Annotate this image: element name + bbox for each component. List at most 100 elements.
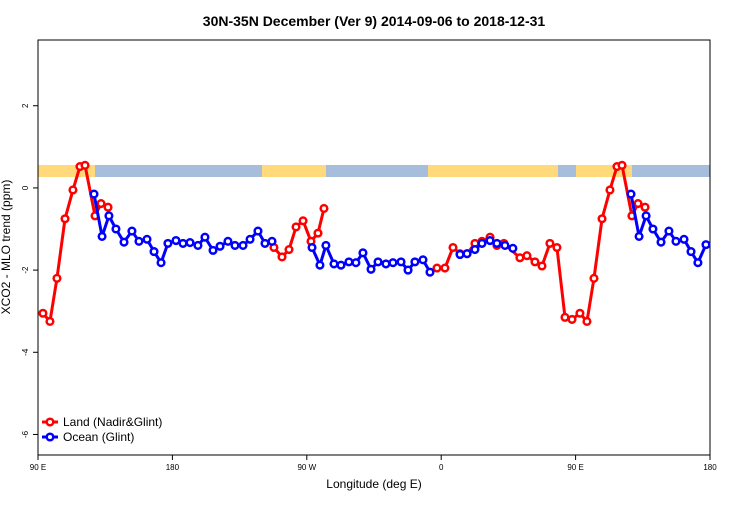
data-point: [605, 185, 615, 195]
data-point: [626, 189, 636, 199]
data-point: [508, 243, 518, 253]
data-point: [462, 249, 472, 259]
data-point: [68, 185, 78, 195]
data-point: [425, 267, 435, 277]
legend-marker: [45, 432, 55, 442]
data-point: [545, 238, 555, 248]
data-point: [111, 224, 121, 234]
legend-marker: [45, 417, 55, 427]
data-point: [298, 216, 308, 226]
x-tick-label: 90 E: [567, 463, 583, 472]
data-point: [537, 261, 547, 271]
land-ocean-band: [38, 165, 710, 177]
data-point: [373, 257, 383, 267]
data-point: [560, 312, 570, 322]
data-point: [178, 238, 188, 248]
y-tick-label: -2: [21, 266, 30, 274]
data-point: [230, 240, 240, 250]
data-point: [410, 257, 420, 267]
data-point: [701, 240, 711, 250]
data-point: [470, 245, 480, 255]
land-band: [428, 165, 558, 177]
data-point: [515, 253, 525, 263]
data-point: [679, 234, 689, 244]
data-point: [617, 160, 627, 170]
data-point: [418, 255, 428, 265]
data-point: [567, 314, 577, 324]
data-point: [223, 236, 233, 246]
data-point: [307, 242, 317, 253]
y-axis-label: XCO2 - MLO trend (ppm): [0, 180, 13, 315]
data-point: [208, 245, 218, 255]
data-point: [693, 258, 703, 268]
data-point: [267, 236, 277, 246]
data-point: [193, 240, 203, 250]
data-point: [260, 238, 270, 248]
data-point: [319, 203, 329, 214]
data-point: [485, 235, 495, 246]
data-point: [163, 238, 173, 248]
data-point: [97, 231, 107, 241]
data-point: [500, 240, 510, 250]
x-axis-label: Longitude (deg E): [326, 477, 421, 491]
data-point: [575, 308, 585, 318]
data-point: [455, 249, 465, 260]
data-point: [253, 226, 263, 236]
data-point: [582, 316, 592, 327]
x-tick-label: 0: [439, 463, 444, 472]
data-point: [215, 241, 225, 251]
data-point: [381, 259, 391, 269]
data-point: [185, 238, 195, 248]
data-point: [336, 260, 346, 270]
data-point: [640, 202, 650, 212]
data-point: [432, 263, 442, 273]
data-point: [149, 247, 159, 257]
data-point: [403, 265, 413, 275]
data-point: [396, 257, 406, 267]
data-point: [448, 242, 458, 253]
data-point: [440, 263, 450, 273]
data-point: [238, 240, 248, 250]
data-point: [522, 251, 532, 261]
data-point: [245, 234, 255, 244]
data-point: [89, 189, 99, 199]
data-point: [329, 259, 339, 269]
data-point: [321, 240, 331, 250]
data-point: [530, 257, 540, 267]
data-point: [315, 260, 325, 270]
data-point: [477, 238, 487, 248]
data-point: [80, 160, 90, 170]
data-point: [60, 214, 70, 224]
data-point: [358, 248, 368, 258]
data-point: [103, 202, 113, 212]
legend-label: Land (Nadir&Glint): [63, 415, 162, 429]
land-band: [262, 165, 326, 177]
data-point: [671, 236, 681, 246]
data-point: [656, 237, 666, 247]
x-tick-label: 180: [703, 463, 717, 472]
data-point: [641, 211, 651, 221]
data-point: [388, 258, 398, 268]
data-point: [96, 198, 106, 209]
data-point: [104, 211, 114, 221]
plot-frame: [37, 39, 711, 456]
data-point: [291, 222, 301, 232]
data-point: [277, 252, 287, 262]
x-tick-label: 90 W: [297, 463, 316, 472]
data-point: [200, 232, 210, 242]
data-point: [45, 316, 55, 327]
data-point: [597, 214, 607, 224]
data-point: [552, 242, 562, 253]
data-point: [284, 245, 294, 255]
data-point: [171, 235, 181, 246]
data-point: [156, 258, 166, 268]
y-tick-label: 2: [21, 103, 30, 108]
data-point: [52, 273, 62, 283]
x-tick-label: 90 E: [30, 463, 46, 472]
legend-label: Ocean (Glint): [63, 430, 134, 444]
x-tick-label: 180: [166, 463, 180, 472]
data-point: [366, 264, 376, 274]
